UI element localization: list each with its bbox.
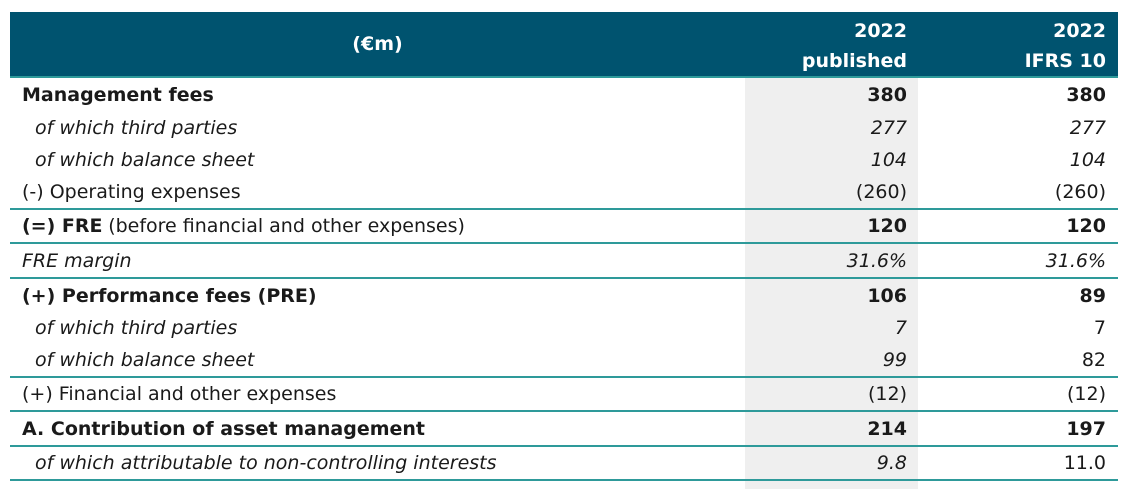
cell: 104 bbox=[1069, 149, 1106, 171]
header-line: 2022 bbox=[1053, 20, 1106, 42]
row-label: (-) Operating expenses bbox=[10, 176, 745, 210]
cell: (260) bbox=[745, 176, 918, 210]
row: A. Contribution of asset management 214 19… bbox=[10, 411, 1118, 447]
cell: 106 bbox=[867, 284, 907, 307]
cell: 31.6% bbox=[745, 243, 918, 279]
row: (-) Operating expenses (260) (260) bbox=[10, 176, 1118, 210]
header-line: 2022 bbox=[854, 20, 907, 42]
row-label: (+) Financial and other expenses bbox=[10, 377, 745, 412]
cell: 277 bbox=[870, 117, 907, 139]
cell: (12) bbox=[918, 377, 1118, 412]
cell: 99 bbox=[745, 344, 918, 378]
row: Management fees 380 380 bbox=[10, 77, 1118, 112]
row: of which third parties 277 277 bbox=[10, 112, 1118, 144]
cell: 89 bbox=[1079, 284, 1106, 307]
row: of which third parties 7 7 bbox=[10, 312, 1118, 344]
row-label: (=) FRE (before financial and other expen… bbox=[10, 209, 745, 244]
row-label: of which third parties bbox=[35, 117, 238, 139]
table: (€m) 2022 published 2022 IFRS 10 Managemen… bbox=[10, 12, 1118, 481]
cell: 120 bbox=[745, 209, 918, 244]
row: of which balance sheet 104 104 bbox=[10, 144, 1118, 176]
row-label: Management fees bbox=[22, 84, 214, 106]
header-row: (€m) 2022 published 2022 IFRS 10 bbox=[10, 12, 1118, 78]
header-col: 2022 IFRS 10 bbox=[918, 12, 1118, 78]
row-label: (+) Performance fees (PRE) bbox=[22, 284, 317, 307]
row: (=) FRE (before financial and other expen… bbox=[10, 209, 1118, 244]
row: (+) Financial and other expenses (12) (12) bbox=[10, 377, 1118, 412]
row-label: of which third parties bbox=[35, 317, 238, 339]
row-label: of which balance sheet bbox=[35, 149, 255, 171]
row: FRE margin 31.6% 31.6% bbox=[10, 243, 1118, 279]
cell: 11.0 bbox=[918, 446, 1118, 481]
cell: 31.6% bbox=[918, 243, 1118, 279]
row-label: A. Contribution of asset management bbox=[10, 411, 745, 447]
row-label: of which balance sheet bbox=[10, 344, 745, 378]
header-unit: (€m) bbox=[10, 12, 745, 78]
cell: 120 bbox=[918, 209, 1118, 244]
cell: 7 bbox=[1093, 317, 1106, 339]
cell: 380 bbox=[1066, 84, 1106, 106]
label-rest: (before financial and other expenses) bbox=[108, 215, 465, 237]
cell: 197 bbox=[918, 411, 1118, 447]
cell: 82 bbox=[918, 344, 1118, 378]
cell: 380 bbox=[867, 84, 907, 106]
row: of which attributable to non-controlling… bbox=[10, 446, 1118, 481]
cell: (12) bbox=[745, 377, 918, 412]
cell: 104 bbox=[870, 149, 907, 171]
label-bold: (=) FRE bbox=[22, 215, 103, 237]
header-col: 2022 published bbox=[745, 12, 918, 78]
cell: 277 bbox=[1069, 117, 1106, 139]
cell: 214 bbox=[745, 411, 918, 447]
row: (+) Performance fees (PRE) 106 89 bbox=[10, 278, 1118, 312]
row-label: FRE margin bbox=[10, 243, 745, 279]
cell: 7 bbox=[894, 317, 907, 339]
row: of which balance sheet 99 82 bbox=[10, 344, 1118, 378]
cell: 9.8 bbox=[745, 446, 918, 481]
row-label: of which attributable to non-controlling… bbox=[10, 446, 745, 481]
cell: (260) bbox=[918, 176, 1118, 210]
header-line: published bbox=[801, 50, 907, 72]
header-line: IFRS 10 bbox=[1024, 50, 1106, 72]
